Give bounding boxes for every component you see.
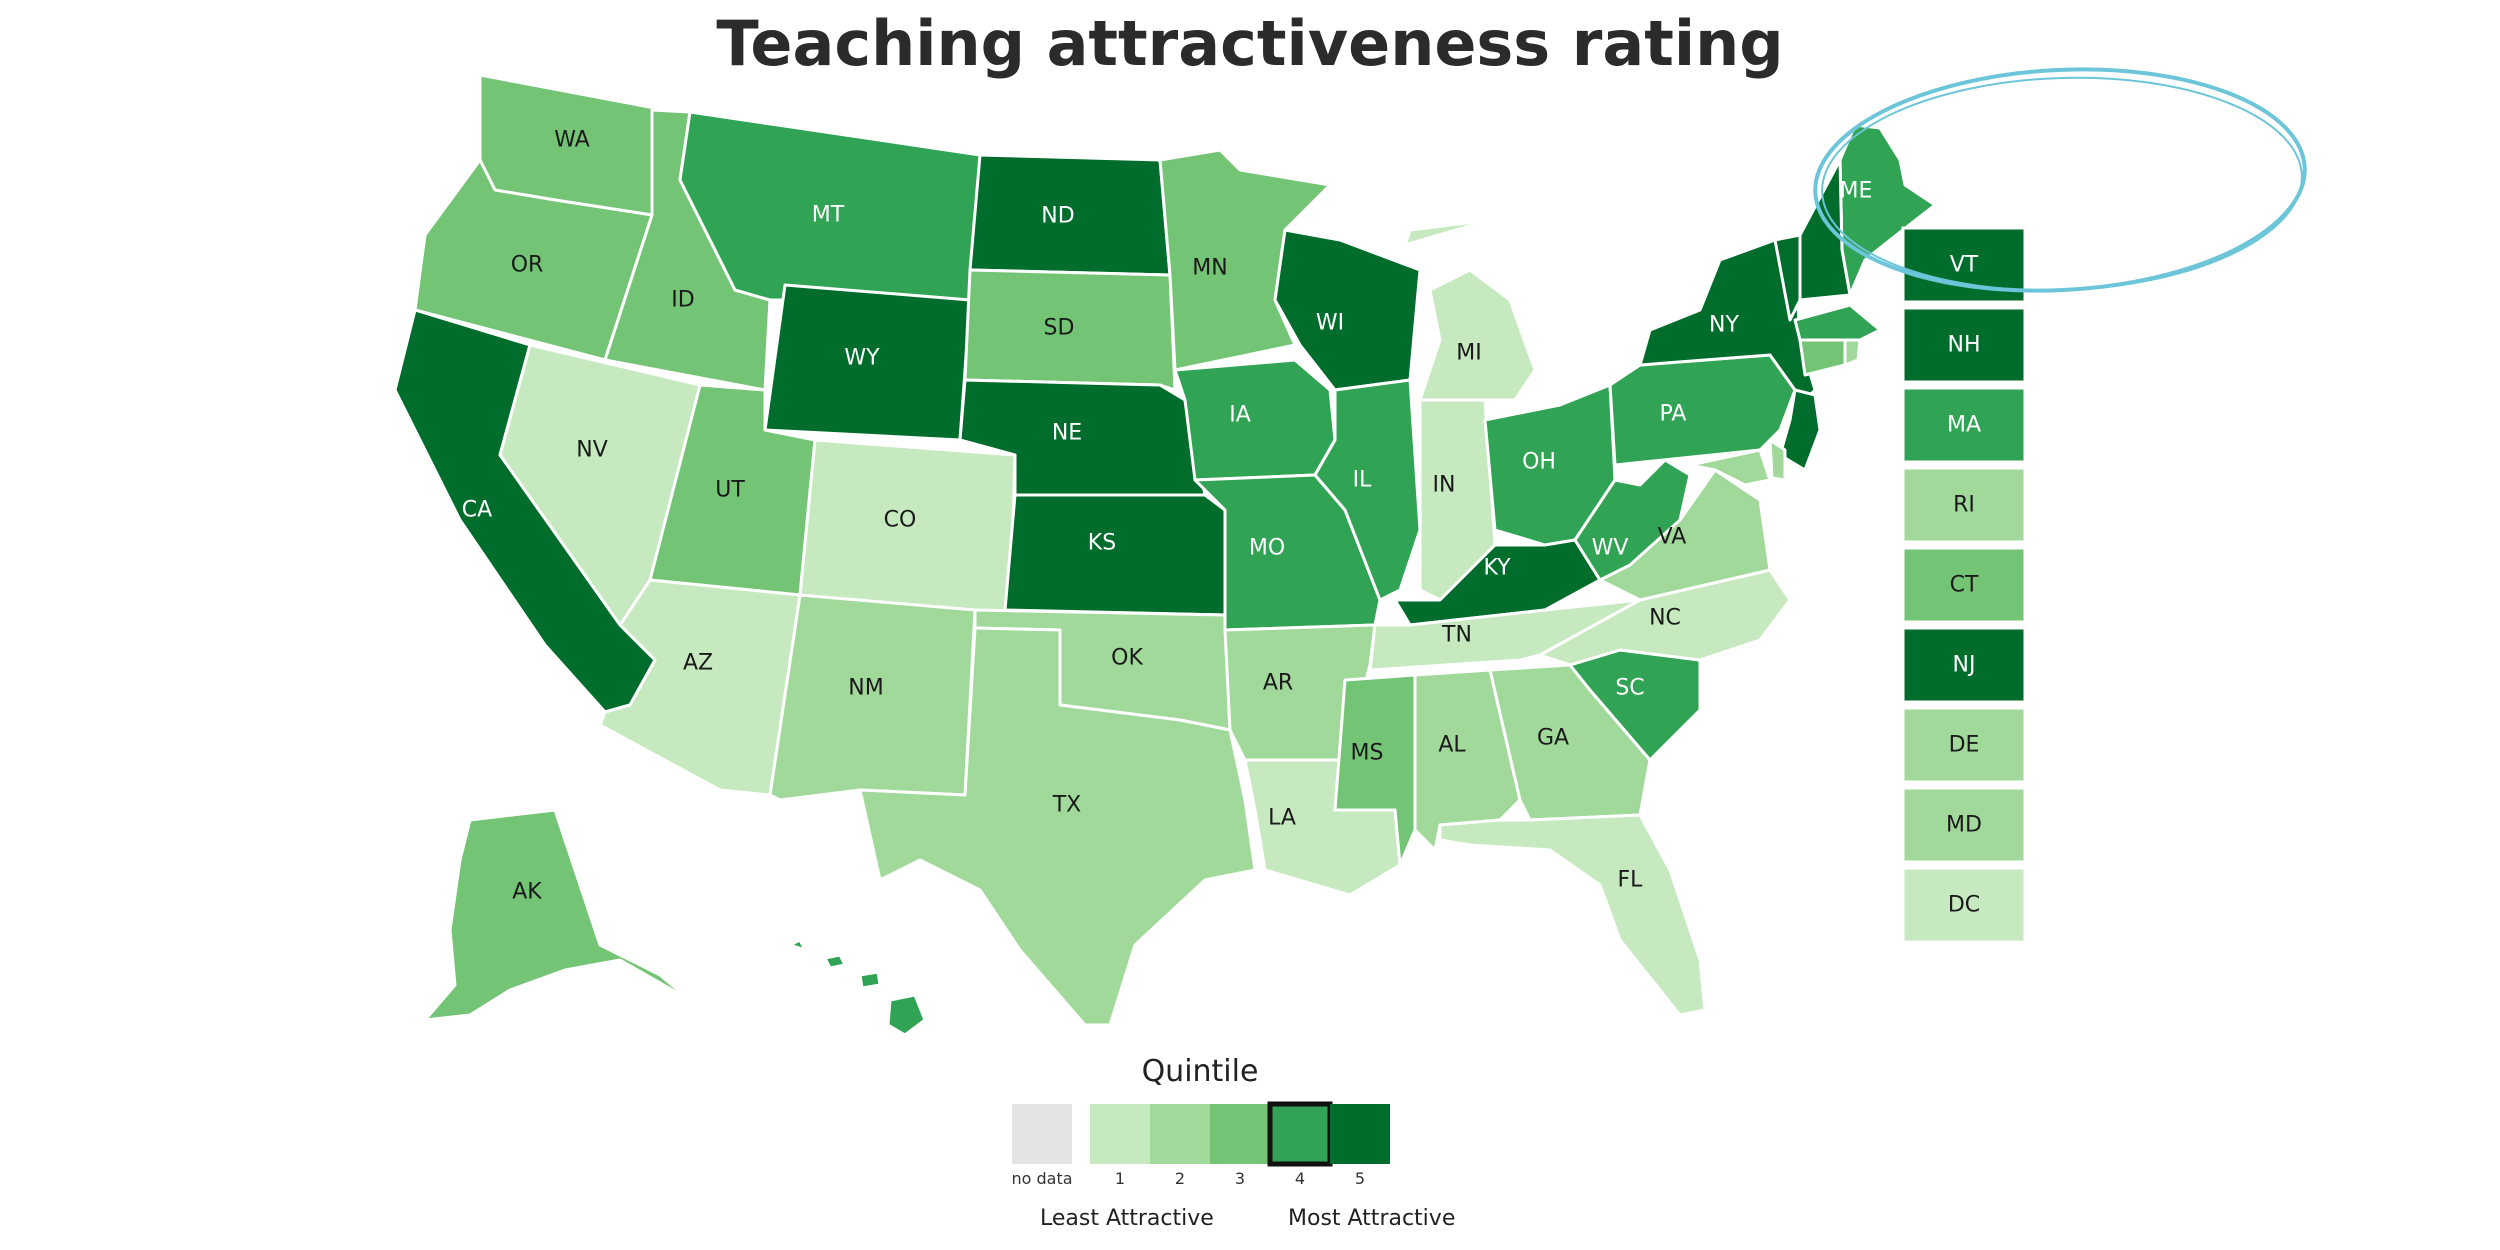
state-label-NE: NE bbox=[1052, 421, 1082, 446]
state-label-MS: MS bbox=[1351, 741, 1384, 766]
small-state-box-CT[interactable] bbox=[1901, 546, 2027, 624]
legend-swatch-4[interactable] bbox=[1267, 1101, 1333, 1167]
legend-swatch-1[interactable] bbox=[1090, 1104, 1150, 1164]
small-state-box-NH[interactable] bbox=[1901, 306, 2027, 384]
state-FL[interactable] bbox=[1438, 813, 1707, 1017]
state-label-VA: VA bbox=[1658, 525, 1687, 550]
state-label-IL: IL bbox=[1353, 468, 1372, 493]
state-label-FL: FL bbox=[1618, 868, 1644, 893]
legend-swatch-no-data[interactable] bbox=[1012, 1104, 1072, 1164]
state-label-TN: TN bbox=[1441, 623, 1472, 648]
legend-label-5: 5 bbox=[1355, 1169, 1365, 1188]
state-label-MT: MT bbox=[812, 203, 845, 228]
state-label-CO: CO bbox=[884, 508, 917, 533]
small-state-label-DE: DE bbox=[1949, 733, 1980, 758]
state-label-ND: ND bbox=[1041, 204, 1074, 229]
state-label-MN: MN bbox=[1192, 256, 1227, 281]
small-state-label-VT: VT bbox=[1950, 253, 1979, 278]
state-IA[interactable] bbox=[1173, 358, 1337, 482]
state-label-IA: IA bbox=[1229, 403, 1251, 428]
state-label-AR: AR bbox=[1263, 671, 1293, 696]
small-state-label-DC: DC bbox=[1948, 893, 1980, 918]
highlight-circle-stroke2 bbox=[1821, 76, 2303, 292]
state-label-PA: PA bbox=[1660, 402, 1687, 427]
legend-label-1: 1 bbox=[1115, 1169, 1125, 1188]
small-state-box-DC[interactable] bbox=[1901, 866, 2027, 944]
legend-label-no-data: no data bbox=[1011, 1169, 1072, 1188]
state-label-WY: WY bbox=[844, 346, 880, 371]
state-CT-shape[interactable] bbox=[1798, 338, 1847, 377]
small-state-label-NJ: NJ bbox=[1953, 653, 1976, 678]
state-label-UT: UT bbox=[715, 478, 745, 503]
state-HI[interactable] bbox=[788, 938, 927, 1037]
state-label-NC: NC bbox=[1649, 606, 1681, 631]
small-state-label-MA: MA bbox=[1947, 413, 1981, 438]
state-label-OH: OH bbox=[1522, 450, 1556, 475]
state-label-NY: NY bbox=[1709, 313, 1739, 338]
state-label-MO: MO bbox=[1249, 536, 1285, 561]
legend-label-2: 2 bbox=[1175, 1169, 1185, 1188]
state-label-HI: HI bbox=[809, 976, 832, 1001]
small-state-boxes: VT NH MA RI CT NJ DE MD DC bbox=[1901, 226, 2027, 944]
state-DE-shape[interactable] bbox=[1768, 438, 1787, 482]
state-label-LA: LA bbox=[1268, 806, 1296, 831]
state-label-NV: NV bbox=[576, 438, 608, 463]
legend-title: Quintile bbox=[1141, 1054, 1259, 1089]
state-AK[interactable] bbox=[423, 808, 692, 1022]
small-state-label-CT: CT bbox=[1950, 573, 1979, 598]
small-state-label-MD: MD bbox=[1946, 813, 1982, 838]
state-MI[interactable] bbox=[1403, 218, 1537, 402]
state-label-SD: SD bbox=[1044, 316, 1075, 341]
legend-label-3: 3 bbox=[1235, 1169, 1245, 1188]
state-label-GA: GA bbox=[1537, 726, 1569, 751]
legend-most-caption: Most Attractive bbox=[1288, 1206, 1456, 1231]
small-state-box-MD[interactable] bbox=[1901, 786, 2027, 864]
state-shapes-layer bbox=[393, 73, 1937, 1037]
small-state-box-DE[interactable] bbox=[1901, 706, 2027, 784]
state-label-TX: TX bbox=[1052, 793, 1082, 818]
state-label-OK: OK bbox=[1111, 646, 1143, 671]
state-PA[interactable] bbox=[1608, 353, 1797, 467]
legend-label-4: 4 bbox=[1295, 1169, 1305, 1188]
state-IL[interactable] bbox=[1313, 378, 1422, 602]
legend-swatch-2[interactable] bbox=[1150, 1104, 1210, 1164]
legend-swatch-5[interactable] bbox=[1330, 1104, 1390, 1164]
state-label-WI: WI bbox=[1316, 311, 1344, 336]
state-label-AK: AK bbox=[512, 880, 542, 905]
small-state-label-NH: NH bbox=[1948, 333, 1981, 358]
state-label-WV: WV bbox=[1592, 536, 1629, 561]
small-state-box-NJ[interactable] bbox=[1901, 626, 2027, 704]
small-state-box-MA[interactable] bbox=[1901, 386, 2027, 464]
state-TX[interactable] bbox=[858, 626, 1257, 1027]
state-label-MI: MI bbox=[1456, 341, 1481, 366]
state-label-ID: ID bbox=[671, 288, 694, 313]
state-label-ME: ME bbox=[1840, 179, 1873, 204]
state-label-KY: KY bbox=[1483, 556, 1511, 581]
state-NH-shape[interactable] bbox=[1798, 158, 1852, 302]
state-label-KS: KS bbox=[1088, 531, 1116, 556]
state-labels-layer: WA OR CA ID NV MT WY UT AZ CO NM ND SD NE KS OK TX MN IA MO… bbox=[462, 128, 1873, 1001]
small-state-box-RI[interactable] bbox=[1901, 466, 2027, 544]
state-label-SC: SC bbox=[1615, 676, 1644, 701]
state-SD[interactable] bbox=[963, 268, 1177, 392]
small-state-label-RI: RI bbox=[1953, 493, 1975, 518]
state-MA-shape[interactable] bbox=[1793, 303, 1882, 342]
state-MD-shape[interactable] bbox=[1688, 448, 1772, 487]
legend-least-caption: Least Attractive bbox=[1040, 1206, 1214, 1231]
map-title: Teaching attractiveness rating bbox=[716, 7, 1784, 80]
state-label-CA: CA bbox=[462, 498, 492, 523]
state-WV[interactable] bbox=[1573, 458, 1692, 582]
state-label-OR: OR bbox=[511, 253, 544, 278]
state-label-AZ: AZ bbox=[683, 651, 713, 676]
state-RI-shape[interactable] bbox=[1843, 338, 1862, 367]
state-NJ-shape[interactable] bbox=[1778, 388, 1822, 472]
state-label-IN: IN bbox=[1433, 473, 1456, 498]
state-label-NM: NM bbox=[848, 676, 883, 701]
legend: no data 1 2 3 4 5 bbox=[1011, 1101, 1390, 1188]
state-label-WA: WA bbox=[554, 128, 590, 153]
state-label-AL: AL bbox=[1438, 733, 1466, 758]
legend-swatch-3[interactable] bbox=[1210, 1104, 1270, 1164]
